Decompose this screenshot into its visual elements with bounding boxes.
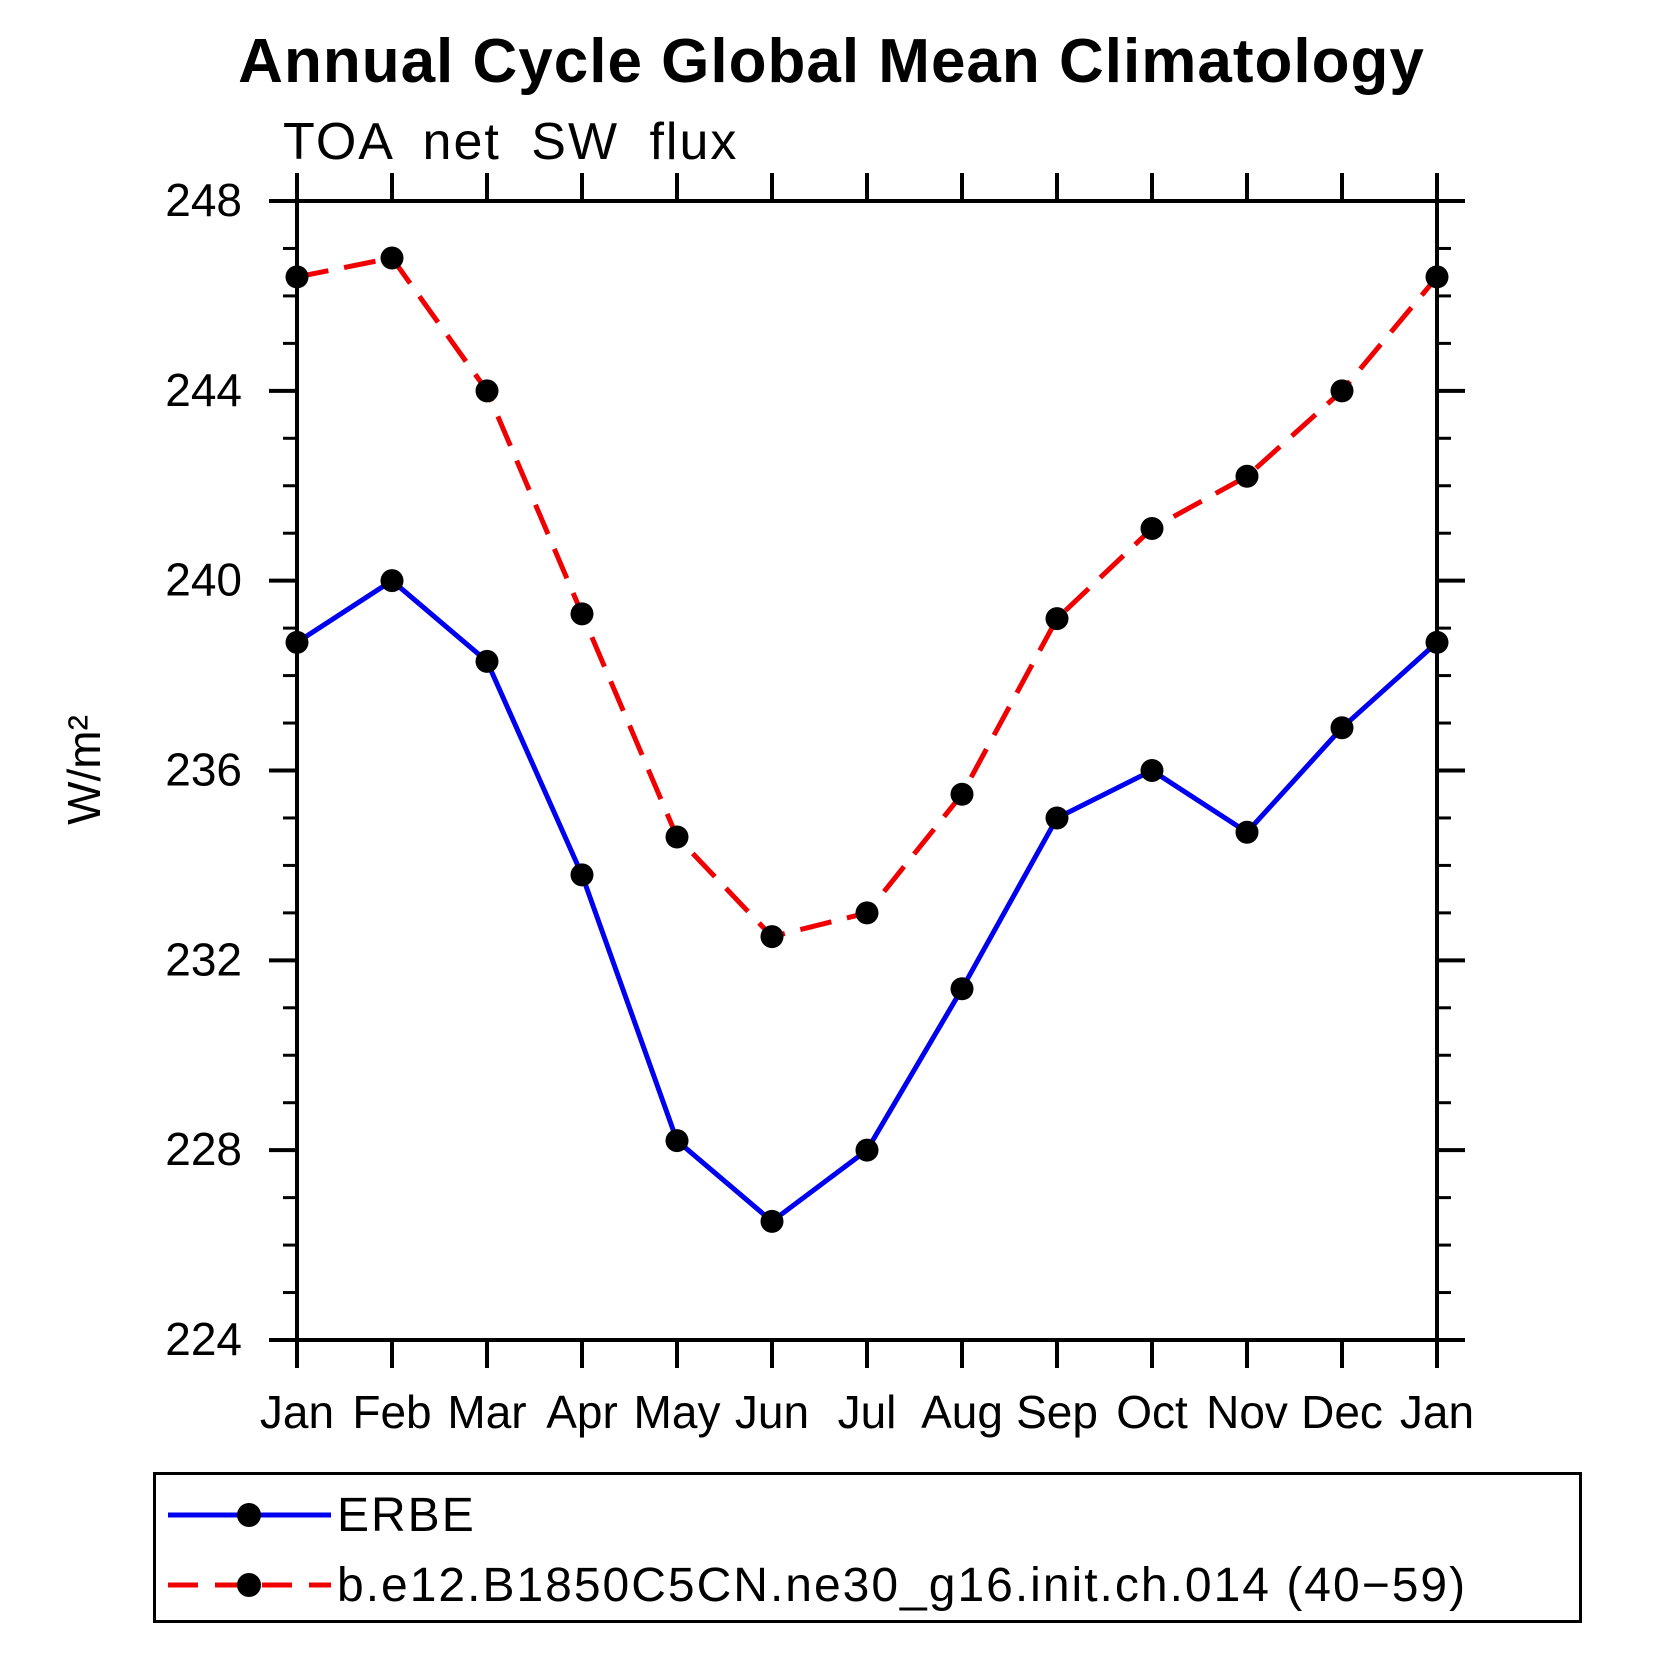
x-axis-tick-label: May (634, 1386, 721, 1438)
data-point-marker (285, 265, 309, 289)
data-point-marker (570, 602, 594, 626)
data-point-marker (665, 1129, 689, 1153)
data-point-marker (1045, 806, 1069, 830)
data-point-marker (475, 379, 499, 403)
data-point-marker (1330, 716, 1354, 740)
x-axis-tick-label: Dec (1301, 1386, 1383, 1438)
data-point-marker (1425, 630, 1449, 654)
data-point-marker (855, 1138, 879, 1162)
y-axis-label: W/m² (58, 715, 110, 825)
plot-frame (295, 199, 1439, 1342)
legend-label-erbe: ERBE (337, 1488, 476, 1542)
data-point-marker (380, 246, 404, 270)
series-line-1 (296, 255, 1439, 940)
y-axis-tick-label: 236 (165, 744, 242, 796)
x-axis-tick-label: Jan (1400, 1386, 1474, 1438)
y-axis-tick-label: 248 (165, 174, 242, 226)
x-axis-tick-label: Oct (1116, 1386, 1188, 1438)
legend-row-erbe: ERBE (162, 1485, 476, 1545)
data-point-marker (1235, 820, 1259, 844)
data-point-marker (285, 630, 309, 654)
y-axis-tick-label: 232 (165, 933, 242, 985)
data-point-marker (760, 925, 784, 949)
x-axis-tick-label: Aug (921, 1386, 1003, 1438)
data-point-marker (665, 825, 689, 849)
x-axis-tick-label: Jun (735, 1386, 809, 1438)
data-point-marker (760, 1209, 784, 1233)
data-point-marker (1140, 759, 1164, 782)
legend-row-model: b.e12.B1850C5CN.ne30_g16.init.ch.014 (40… (162, 1555, 1467, 1615)
x-axis-tick-label: Feb (352, 1386, 431, 1438)
data-point-marker (570, 863, 594, 887)
y-axis-tick-label: 240 (165, 554, 242, 606)
data-point-marker (855, 901, 879, 925)
data-point-marker (950, 977, 974, 1001)
series-line-0 (295, 577, 1439, 1225)
data-point-marker (475, 649, 499, 673)
data-point-marker (1140, 516, 1164, 540)
x-axis-tick-label: Jan (260, 1386, 334, 1438)
y-axis-tick-label: 228 (165, 1123, 242, 1175)
legend-label-model: b.e12.B1850C5CN.ne30_g16.init.ch.014 (40… (337, 1558, 1468, 1612)
chart-title: Annual Cycle Global Mean Climatology (238, 27, 1425, 96)
y-axis-tick-label: 244 (165, 364, 242, 416)
chart-subtitle: TOA net SW flux (283, 113, 739, 171)
x-axis-tick-label: Nov (1206, 1386, 1288, 1438)
x-axis-tick-label: Sep (1016, 1386, 1098, 1438)
data-point-marker (1425, 265, 1449, 289)
x-axis-tick-label: Mar (447, 1386, 526, 1438)
data-point-marker (1330, 379, 1354, 403)
y-axis-tick-label: 224 (165, 1313, 242, 1365)
data-point-marker (1045, 607, 1069, 631)
legend-line-dashed-icon (168, 1573, 331, 1597)
legend-box: ERBE b.e12.B1850C5CN.ne30_g16.init.ch.01… (153, 1472, 1582, 1623)
x-axis-tick-label: Apr (546, 1386, 618, 1438)
legend-line-solid-icon (168, 1503, 331, 1527)
data-point-marker (950, 782, 974, 806)
data-point-marker (1235, 464, 1259, 488)
x-axis-tick-label: Jul (838, 1386, 897, 1438)
data-point-marker (380, 569, 404, 593)
